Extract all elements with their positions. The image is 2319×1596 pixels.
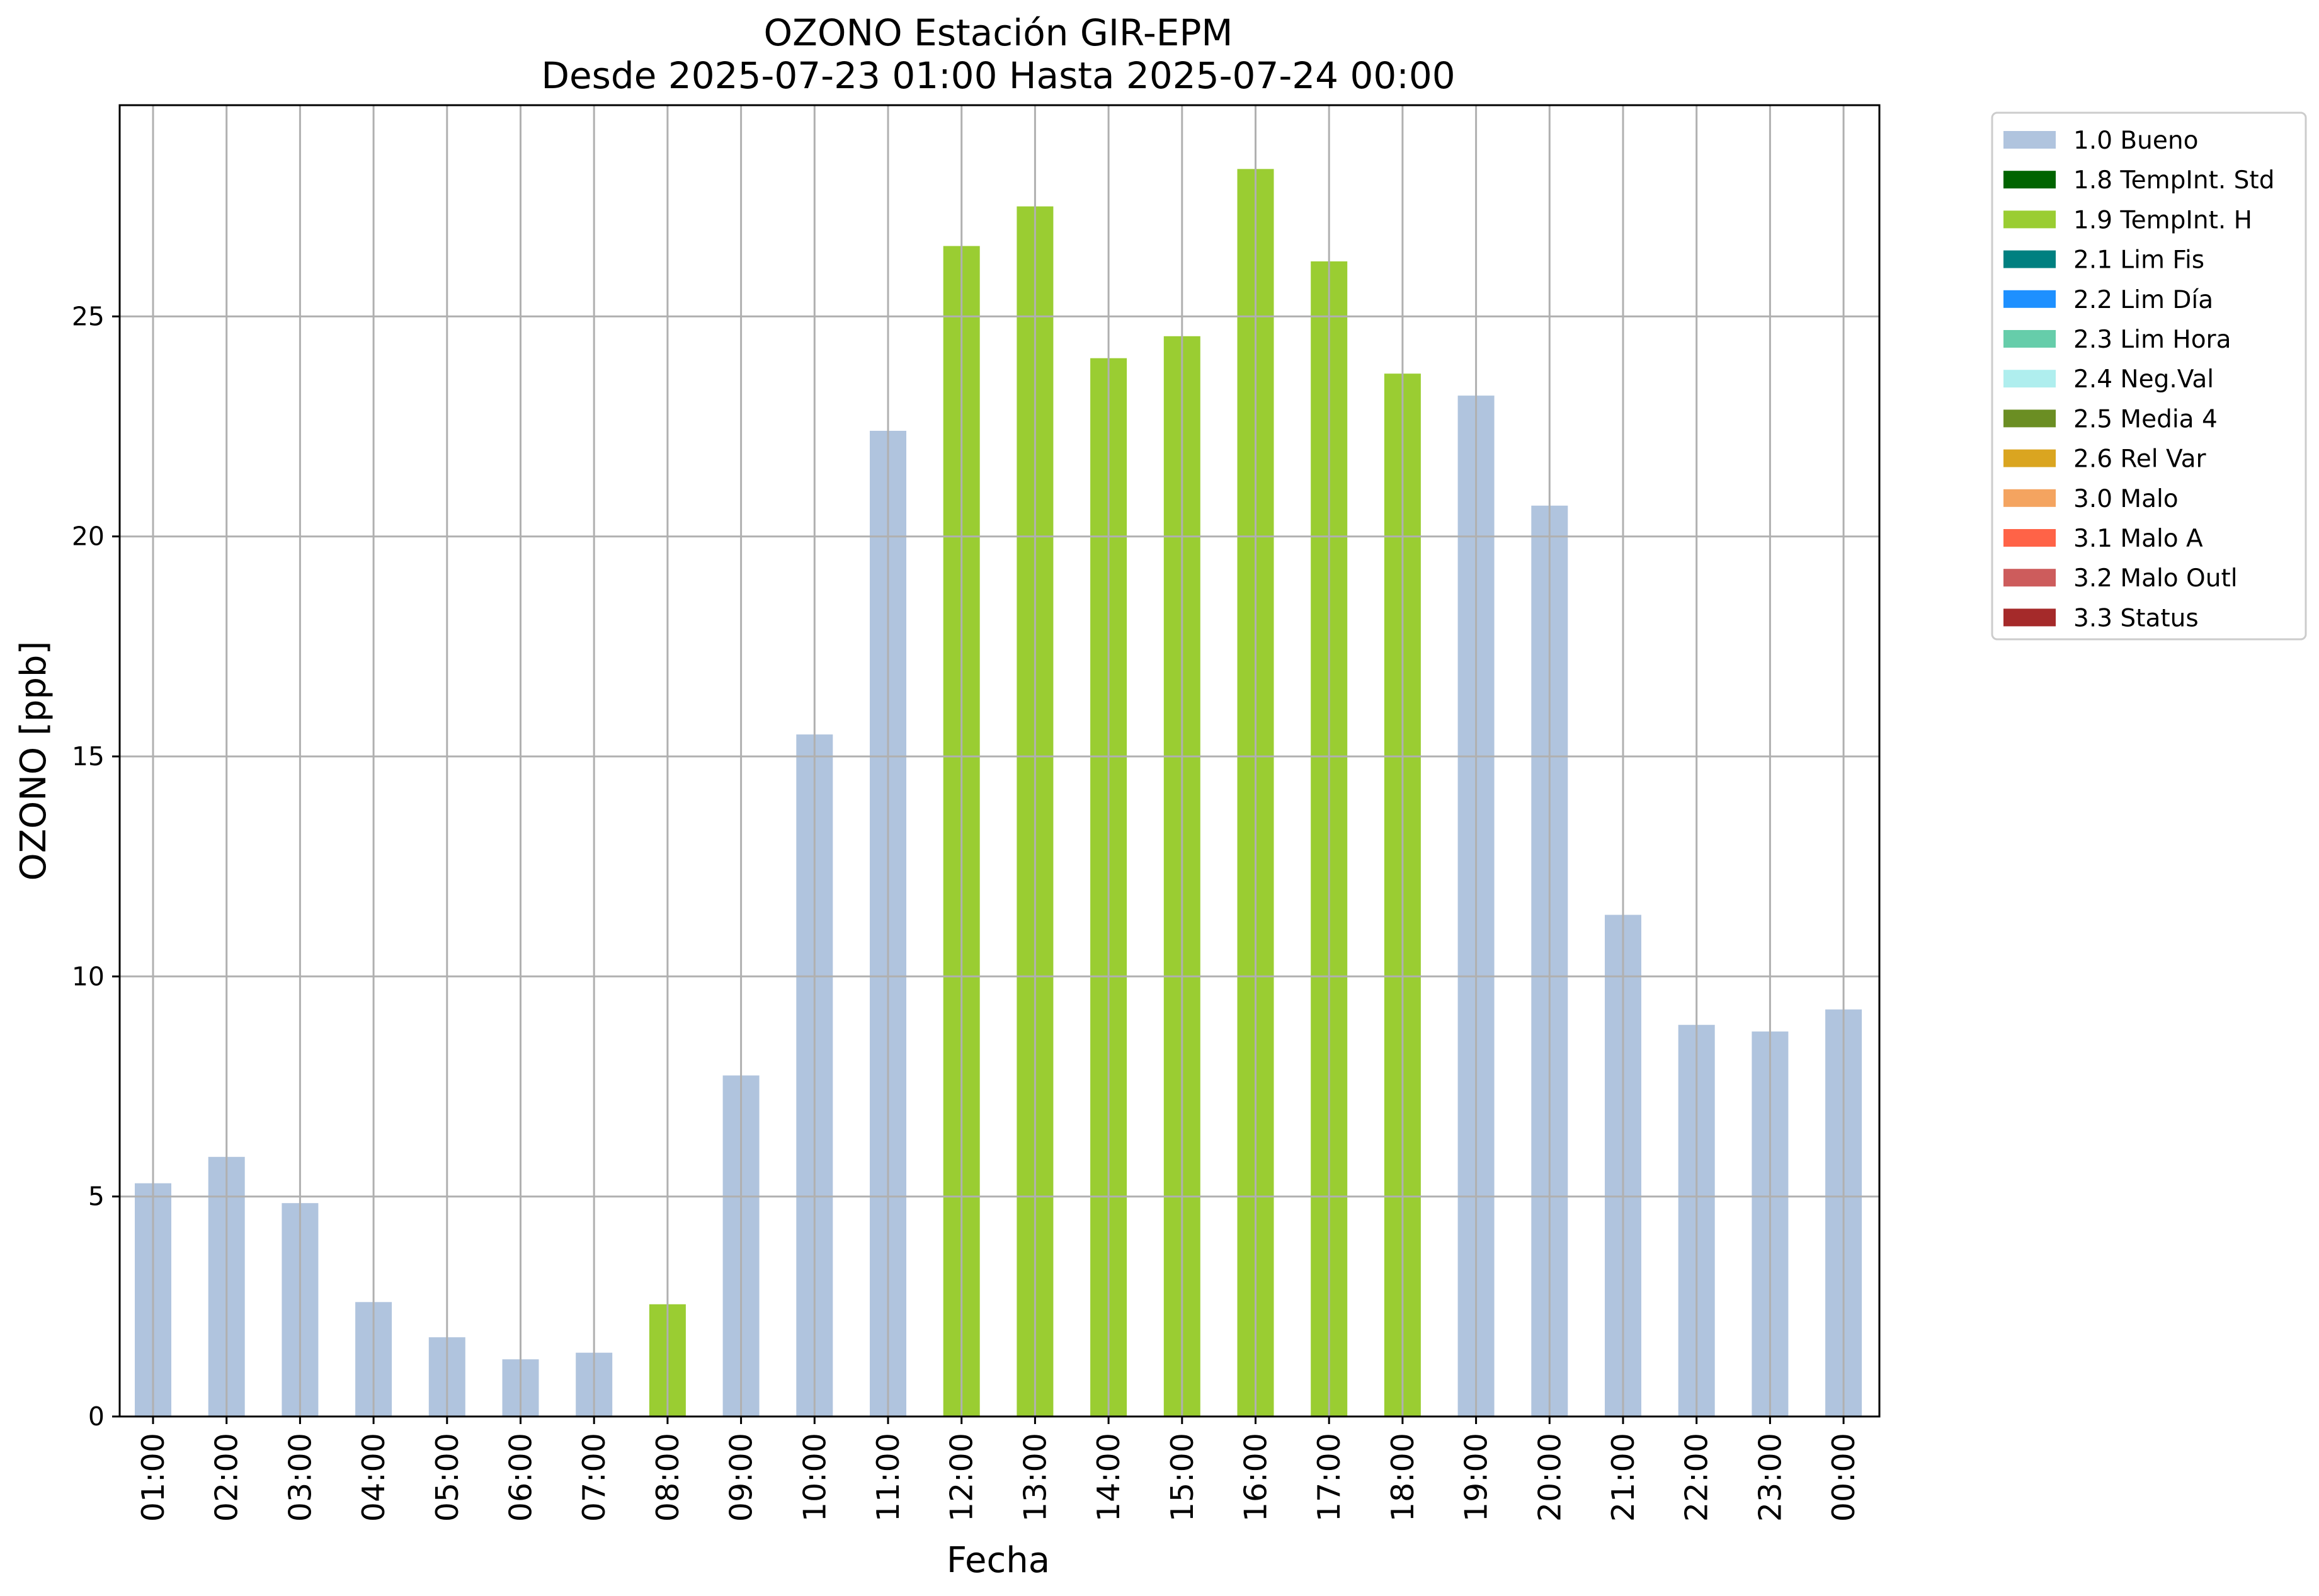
- x-axis-label: Fecha: [947, 1540, 1050, 1581]
- y-tick-label: 0: [88, 1401, 105, 1432]
- x-tick-label: 09:00: [724, 1433, 760, 1522]
- x-tick-label: 11:00: [870, 1433, 906, 1522]
- y-tick-label: 15: [72, 741, 105, 772]
- legend-swatch: [2003, 409, 2056, 428]
- x-axis-ticks: 01:00 02:00 03:00 04:00 05:00 06:00 07:00 08:00…: [135, 1416, 1862, 1522]
- x-tick-label: 04:00: [356, 1433, 392, 1522]
- x-tick-label: 19:00: [1459, 1433, 1495, 1522]
- x-tick-label: 07:00: [576, 1433, 612, 1522]
- legend-label: 2.2 Lim Día: [2073, 286, 2213, 314]
- x-tick-label: 10:00: [797, 1433, 833, 1522]
- y-tick-label: 10: [72, 961, 105, 991]
- legend-label: 2.3 Lim Hora: [2073, 326, 2231, 354]
- x-tick-label: 23:00: [1752, 1433, 1788, 1522]
- legend-swatch: [2003, 131, 2056, 149]
- y-tick-label: 20: [72, 522, 105, 552]
- x-tick-label: 05:00: [430, 1433, 465, 1522]
- x-tick-label: 15:00: [1165, 1433, 1200, 1522]
- x-tick-label: 17:00: [1311, 1433, 1347, 1522]
- legend-label: 2.5 Media 4: [2073, 405, 2218, 433]
- x-tick-label: 14:00: [1091, 1433, 1127, 1522]
- legend-swatch: [2003, 569, 2056, 587]
- legend-swatch: [2003, 608, 2056, 627]
- legend-label: 1.9 TempInt. H: [2073, 206, 2252, 234]
- legend-label: 2.4 Neg.Val: [2073, 365, 2214, 394]
- y-axis-ticks: 0 5 10 15 20 25: [72, 301, 120, 1432]
- x-tick-label: 03:00: [282, 1433, 318, 1522]
- legend-label: 3.3 Status: [2073, 604, 2199, 632]
- legend-swatch: [2003, 250, 2056, 268]
- x-tick-label: 16:00: [1238, 1433, 1274, 1522]
- x-tick-label: 12:00: [944, 1433, 980, 1522]
- legend-swatch: [2003, 330, 2056, 348]
- x-tick-label: 00:00: [1826, 1433, 1862, 1522]
- legend-label: 1.0 Bueno: [2073, 127, 2198, 155]
- legend-label: 3.2 Malo Outl: [2073, 564, 2238, 593]
- x-tick-label: 02:00: [209, 1433, 245, 1522]
- legend-label: 2.1 Lim Fis: [2073, 246, 2204, 275]
- legend-swatch: [2003, 210, 2056, 229]
- legend: 1.0 Bueno 1.8 TempInt. Std 1.9 TempInt. H 2…: [1991, 111, 2307, 641]
- legend-label: 3.0 Malo: [2073, 485, 2179, 513]
- x-tick-label: 08:00: [650, 1433, 686, 1522]
- y-tick-label: 25: [72, 301, 105, 331]
- y-axis-label: OZONO [ppb]: [13, 641, 54, 881]
- legend-swatch: [2003, 370, 2056, 388]
- x-tick-label: 01:00: [135, 1433, 171, 1522]
- axes-frame: [118, 104, 1881, 1418]
- chart-title: OZONO Estación GIR-EPM: [764, 11, 1233, 54]
- x-tick-label: 21:00: [1605, 1433, 1641, 1522]
- legend-label: 1.8 TempInt. Std: [2073, 166, 2274, 195]
- x-tick-label: 20:00: [1532, 1433, 1568, 1522]
- legend-swatch: [2003, 449, 2056, 467]
- x-tick-label: 13:00: [1017, 1433, 1053, 1522]
- legend-frame: [1991, 111, 2307, 641]
- x-tick-label: 06:00: [503, 1433, 539, 1522]
- legend-swatch: [2003, 529, 2056, 547]
- legend-swatch: [2003, 290, 2056, 308]
- x-tick-label: 18:00: [1385, 1433, 1421, 1522]
- legend-label: 2.6 Rel Var: [2073, 445, 2207, 474]
- legend-swatch: [2003, 171, 2056, 189]
- y-tick-label: 5: [88, 1182, 105, 1212]
- chart-subtitle: Desde 2025-07-23 01:00 Hasta 2025-07-24 …: [541, 54, 1455, 97]
- legend-label: 3.1 Malo A: [2073, 525, 2203, 553]
- legend-swatch: [2003, 489, 2056, 507]
- x-tick-label: 22:00: [1679, 1433, 1715, 1522]
